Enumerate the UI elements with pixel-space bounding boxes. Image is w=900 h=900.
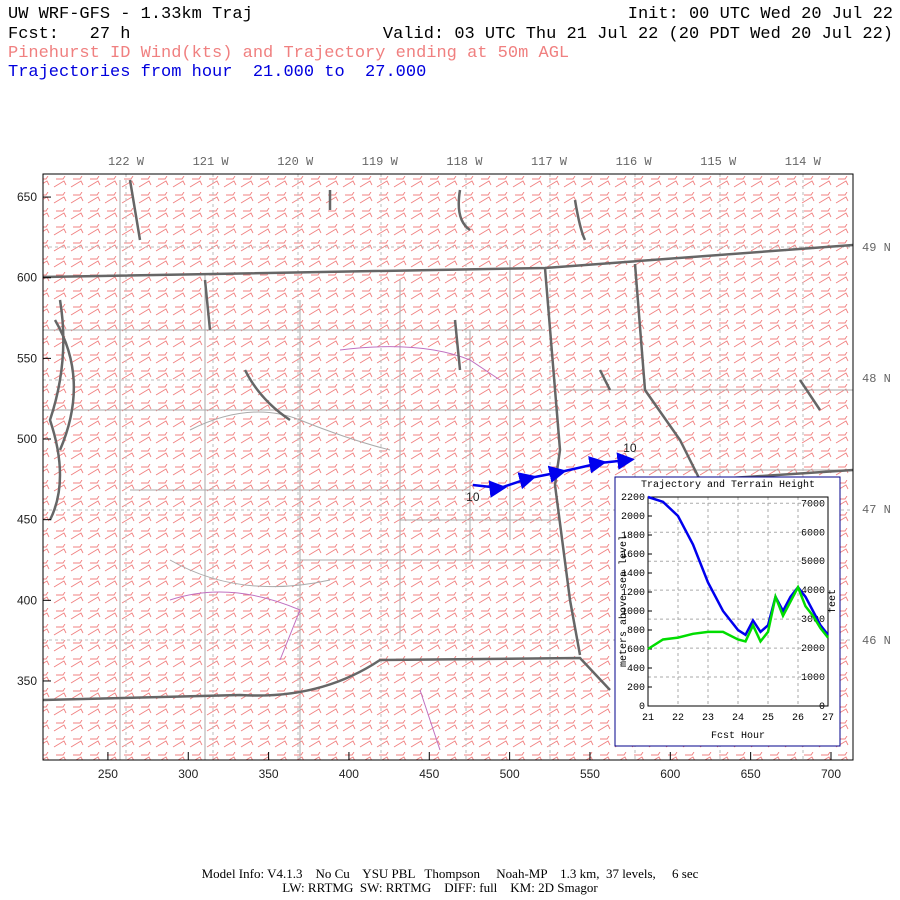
inset-y2-tick-label: 0 — [819, 702, 825, 713]
inset-y2-label: feet — [827, 589, 839, 613]
forecast-hour: Fcst: 27 h — [8, 25, 130, 44]
latitude-label: 49 N — [862, 241, 891, 255]
inset-x-tick-label: 26 — [792, 713, 804, 724]
trajectory-label: 10 — [623, 441, 637, 455]
inset-y-tick-label: 2200 — [621, 493, 645, 504]
map — [42, 173, 854, 761]
inset-title: Trajectory and Terrain Height — [641, 479, 815, 491]
inset-y2-tick-label: 3000 — [801, 615, 825, 626]
graticule — [43, 174, 853, 760]
valid-time: Valid: 03 UTC Thu 21 Jul 22 (20 PDT Wed … — [383, 25, 893, 44]
trajectory-label: 10 — [466, 490, 480, 504]
inset-y-tick-label: 1000 — [621, 607, 645, 618]
inset-y2-tick-label: 2000 — [801, 644, 825, 655]
x-tick-label: 400 — [339, 767, 359, 781]
x-tick-label: 300 — [178, 767, 198, 781]
inset-y2-tick-label: 6000 — [801, 528, 825, 539]
x-tick-label: 600 — [660, 767, 680, 781]
x-tick-label: 250 — [98, 767, 118, 781]
y-tick-label: 650 — [17, 190, 37, 204]
longitude-label: 116 W — [616, 155, 653, 169]
latitude-label: 48 N — [862, 372, 891, 386]
x-tick-label: 550 — [580, 767, 600, 781]
y-tick-label: 500 — [17, 432, 37, 446]
inset-y2-tick-label: 5000 — [801, 557, 825, 568]
inset-y-tick-label: 0 — [639, 702, 645, 713]
inset-y-tick-label: 1400 — [621, 569, 645, 580]
init-time: Init: 00 UTC Wed 20 Jul 22 — [628, 5, 893, 24]
y-tick-label: 600 — [17, 271, 37, 285]
longitude-label: 114 W — [785, 155, 822, 169]
longitude-label: 122 W — [108, 155, 145, 169]
longitude-label: 119 W — [362, 155, 399, 169]
y-tick-label: 350 — [17, 674, 37, 688]
inset-y2-tick-label: 7000 — [801, 499, 825, 510]
longitude-label: 120 W — [277, 155, 314, 169]
latitude-label: 46 N — [862, 634, 891, 648]
trajectory-hours: Trajectories from hour 21.000 to 27.000 — [8, 63, 426, 82]
subtitle: Pinehurst ID Wind(kts) and Trajectory en… — [8, 44, 569, 63]
inset-x-tick-label: 25 — [762, 713, 774, 724]
inset-y-label: meters above sea level — [618, 535, 630, 667]
inset-y-tick-label: 400 — [627, 664, 645, 675]
inset-x-tick-label: 22 — [672, 713, 684, 724]
inset: Trajectory and Terrain Height meters abo… — [614, 476, 841, 747]
inset-x-label: Fcst Hour — [711, 731, 765, 742]
longitude-label: 117 W — [531, 155, 568, 169]
inset-line — [647, 584, 829, 651]
trajectory — [472, 452, 635, 498]
state-borders — [42, 179, 854, 702]
y-tick-label: 450 — [17, 513, 37, 527]
inset-y-tick-label: 600 — [627, 645, 645, 656]
inset-x-tick-label: 23 — [702, 713, 714, 724]
x-tick-label: 350 — [259, 767, 279, 781]
inset-y-tick-label: 1600 — [621, 550, 645, 561]
map-frame — [42, 173, 854, 761]
region-lines — [169, 346, 501, 751]
model-info: Model Info: V4.1.3 No Cu YSU PBL Thompso… — [202, 866, 699, 881]
longitude-label: 118 W — [446, 155, 483, 169]
x-tick-label: 500 — [500, 767, 520, 781]
inset-y-tick-label: 800 — [627, 626, 645, 637]
y-tick-label: 550 — [17, 351, 37, 365]
model-physics: LW: RRTMG SW: RRTMG DIFF: full KM: 2D Sm… — [282, 880, 598, 895]
inset-y-tick-label: 200 — [627, 683, 645, 694]
inset-x-tick-label: 21 — [642, 713, 654, 724]
inset-y-tick-label: 1800 — [621, 531, 645, 542]
inset-x-tick-label: 24 — [732, 713, 744, 724]
inset-y2-tick-label: 4000 — [801, 586, 825, 597]
inset-line — [647, 495, 829, 637]
x-tick-label: 700 — [821, 767, 841, 781]
x-tick-label: 450 — [419, 767, 439, 781]
inset-y-tick-label: 2000 — [621, 512, 645, 523]
longitude-label: 115 W — [700, 155, 737, 169]
longitude-label: 121 W — [193, 155, 230, 169]
inset-x-tick-label: 27 — [822, 713, 834, 724]
county-lines — [43, 180, 853, 760]
inset-y2-tick-label: 1000 — [801, 673, 825, 684]
inset-frame — [614, 476, 841, 747]
title: UW WRF-GFS - 1.33km Traj — [8, 5, 253, 24]
inset-plot-frame — [647, 496, 829, 707]
x-tick-label: 650 — [741, 767, 761, 781]
y-tick-label: 400 — [17, 593, 37, 607]
latitude-label: 47 N — [862, 503, 891, 517]
inset-y-tick-label: 1200 — [621, 588, 645, 599]
